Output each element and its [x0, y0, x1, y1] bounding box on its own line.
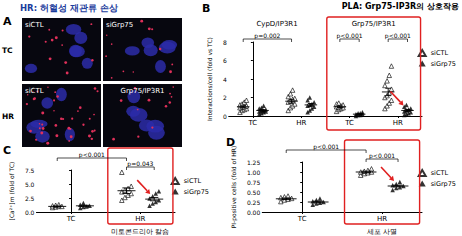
- svg-text:HR: 허혈성 재관류 손상: HR: 허혈성 재관류 손상: [20, 3, 118, 13]
- svg-text:CypD/IP3R1: CypD/IP3R1: [256, 20, 297, 28]
- svg-text:siGrp75: siGrp75: [431, 60, 456, 68]
- svg-text:0: 0: [223, 113, 227, 120]
- svg-text:8: 8: [223, 39, 227, 46]
- svg-text:1.00: 1.00: [247, 169, 261, 176]
- svg-text:Grp75/IP3R1: Grp75/IP3R1: [120, 87, 164, 95]
- svg-text:siGrp75: siGrp75: [106, 21, 133, 29]
- svg-text:HR: HR: [296, 119, 306, 127]
- svg-text:6: 6: [223, 57, 227, 64]
- svg-text:p<0.001: p<0.001: [313, 143, 339, 151]
- svg-text:siCTL: siCTL: [184, 177, 202, 185]
- svg-text:siGrp75: siGrp75: [184, 188, 209, 196]
- svg-text:TC: TC: [66, 215, 76, 223]
- svg-text:C: C: [3, 146, 11, 157]
- svg-text:p=0.043: p=0.043: [127, 160, 153, 168]
- svg-text:siCTL: siCTL: [431, 49, 449, 57]
- svg-text:Grp75/IP3R1: Grp75/IP3R1: [352, 20, 396, 28]
- svg-text:Interactions/cell (fold vs TC): Interactions/cell (fold vs TC): [206, 37, 213, 121]
- svg-text:HR: HR: [393, 119, 403, 127]
- svg-text:p<0.001: p<0.001: [79, 151, 105, 159]
- svg-text:5.0: 5.0: [25, 181, 35, 188]
- svg-text:PI-positive cells (fold of HR): PI-positive cells (fold of HR): [230, 146, 238, 229]
- svg-text:0.0: 0.0: [25, 209, 35, 216]
- svg-text:p<0.001: p<0.001: [385, 32, 411, 40]
- svg-text:HR: HR: [2, 112, 14, 121]
- svg-text:B: B: [202, 2, 210, 15]
- svg-text:siCTL: siCTL: [431, 169, 449, 177]
- svg-text:siGrp75: siGrp75: [431, 180, 456, 188]
- svg-text:TC: TC: [297, 215, 307, 223]
- svg-text:[Ca²⁺]m (fold of TC): [Ca²⁺]m (fold of TC): [8, 162, 15, 221]
- svg-text:0.75: 0.75: [247, 179, 261, 186]
- svg-text:TC: TC: [344, 119, 354, 127]
- svg-text:p<0.001: p<0.001: [337, 32, 363, 40]
- svg-text:1.25: 1.25: [247, 159, 261, 166]
- svg-text:2: 2: [223, 94, 227, 101]
- svg-text:PLA: Grp75-IP3R의 상호작용: PLA: Grp75-IP3R의 상호작용: [342, 2, 459, 11]
- svg-text:p=0.002: p=0.002: [254, 32, 280, 40]
- svg-text:HR: HR: [135, 215, 145, 223]
- svg-text:TC: TC: [247, 119, 257, 127]
- svg-text:siCTL: siCTL: [25, 21, 44, 29]
- svg-text:2.5: 2.5: [25, 195, 35, 202]
- svg-text:HR: HR: [377, 215, 387, 223]
- svg-text:0.25: 0.25: [247, 199, 261, 206]
- svg-text:0.00: 0.00: [247, 209, 261, 216]
- svg-text:세포 사멸: 세포 사멸: [367, 228, 397, 236]
- svg-text:0.50: 0.50: [247, 189, 261, 196]
- svg-text:p<0.001: p<0.001: [369, 152, 395, 160]
- svg-text:4: 4: [223, 76, 227, 83]
- svg-text:7.5: 7.5: [25, 167, 35, 174]
- svg-text:TC: TC: [2, 46, 13, 55]
- svg-text:siCTL: siCTL: [25, 87, 44, 95]
- svg-text:D: D: [226, 136, 235, 149]
- svg-text:미토콘드리아 칼슘: 미토콘드리아 칼슘: [111, 228, 169, 236]
- svg-text:A: A: [3, 15, 12, 28]
